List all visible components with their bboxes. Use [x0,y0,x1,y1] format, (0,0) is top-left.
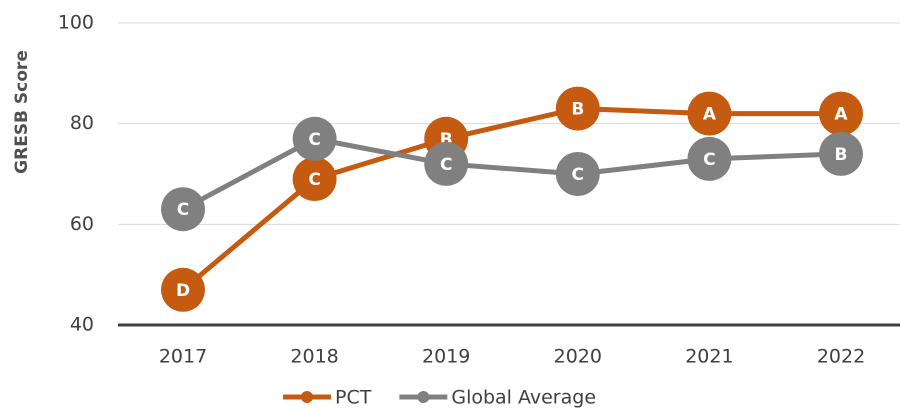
grade-label: C [308,170,320,190]
legend-label: PCT [335,387,372,409]
point-marker [687,136,732,181]
y-axis-label: GRESB Score [12,50,32,174]
grade-label: A [703,105,717,125]
point-marker [555,86,600,131]
grade-label: A [834,105,848,125]
grade-label: C [572,165,584,185]
grade-label: C [703,150,715,170]
series-line [181,136,842,212]
x-tick-label: 2022 [817,346,865,368]
series-line [181,106,841,292]
y-tick-label: 60 [70,213,94,235]
point-marker [161,267,205,312]
grade-label: C [308,130,320,150]
x-tick-label: 2019 [422,346,470,368]
x-tick-label: 2017 [159,346,207,368]
point-marker [555,152,600,196]
legend-label: Global Average [451,387,596,409]
point-marker [424,141,469,186]
grade-label: C [177,200,189,220]
point-marker [819,131,863,176]
y-tick-label: 80 [70,112,94,134]
legend-marker [301,391,313,403]
point-marker [292,116,337,161]
grade-label: D [176,281,190,301]
grade-label: B [571,100,584,120]
point-marker [819,91,863,136]
legend-marker [417,391,430,403]
x-tick-label: 2018 [290,346,338,368]
point-marker [292,157,337,202]
y-tick-label: 40 [70,314,94,336]
point-marker [161,187,205,232]
x-tick-label: 2020 [554,346,602,368]
grade-label: C [440,155,452,175]
grade-label: B [835,145,848,165]
y-tick-label: 100 [58,12,94,34]
point-marker [687,91,732,136]
x-tick-label: 2021 [685,346,733,368]
